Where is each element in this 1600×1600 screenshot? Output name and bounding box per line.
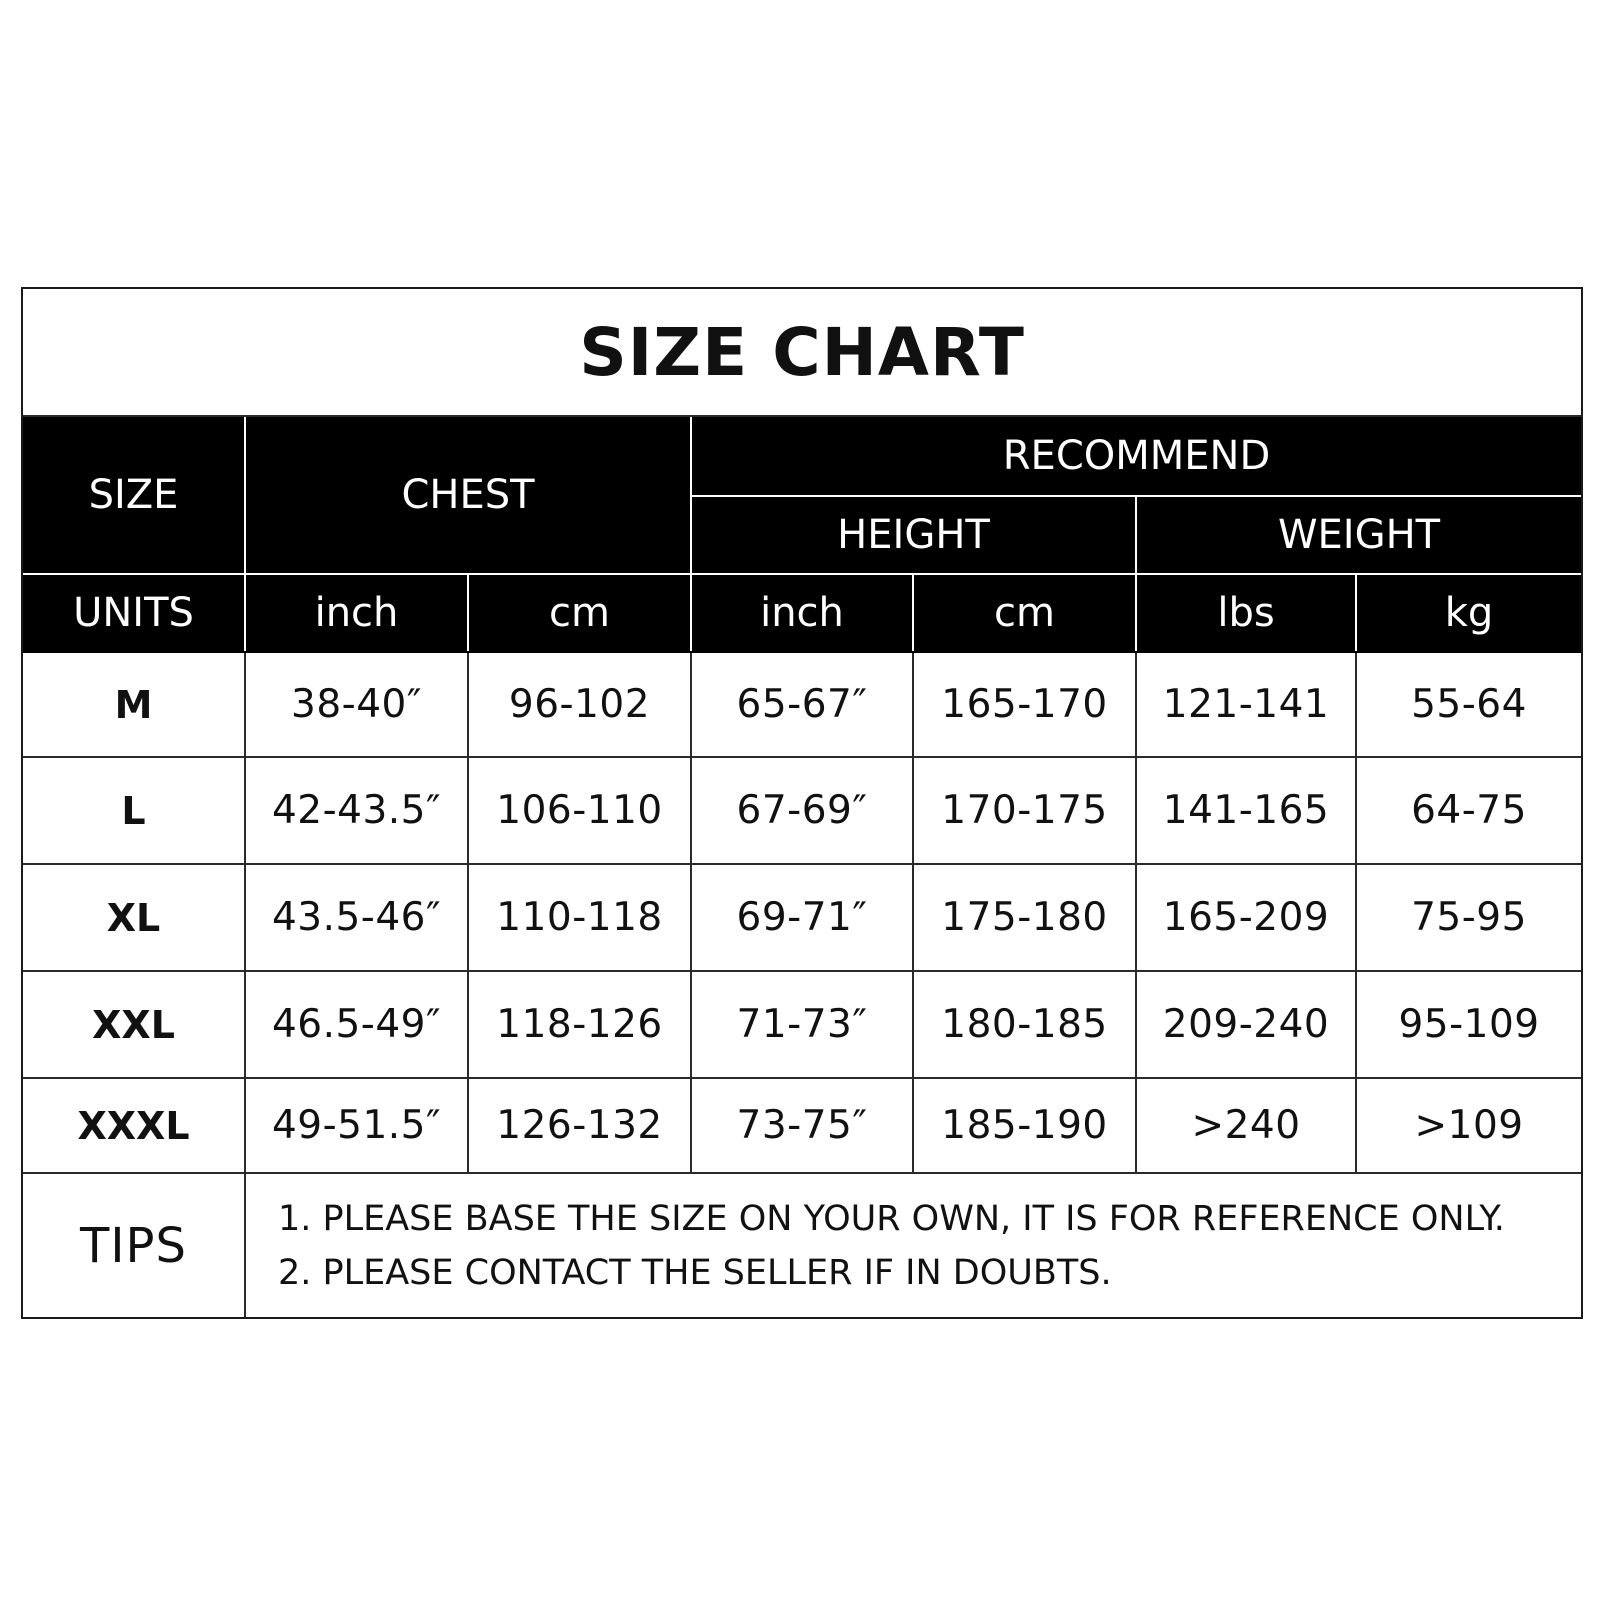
title-row: SIZE CHART (23, 289, 1582, 417)
chest-inch-cell: 42-43.5″ (244, 756, 469, 865)
unit-height-inch: inch (690, 573, 914, 653)
table-row: XL 43.5-46″ 110-118 69-71″ 175-180 165-2… (23, 863, 1582, 972)
tips-row: TIPS 1. PLEASE BASE THE SIZE ON YOUR OWN… (23, 1172, 1582, 1317)
size-cell: M (23, 651, 246, 758)
chart-title: SIZE CHART (23, 289, 1582, 417)
unit-weight-lbs: lbs (1135, 573, 1357, 653)
weight-kg-cell: 55-64 (1354, 651, 1582, 758)
chest-inch-cell: 43.5-46″ (244, 863, 469, 972)
units-label: UNITS (23, 573, 246, 653)
chest-inch-cell: 46.5-49″ (244, 970, 469, 1079)
weight-kg-cell: 75-95 (1354, 863, 1582, 972)
height-inch-cell: 69-71″ (690, 863, 914, 972)
header-row-sub: HEIGHT WEIGHT (23, 495, 1582, 575)
unit-weight-kg: kg (1354, 573, 1582, 653)
table-row: XXL 46.5-49″ 118-126 71-73″ 180-185 209-… (23, 970, 1582, 1079)
chest-inch-cell: 49-51.5″ (244, 1077, 469, 1174)
tip-line-1: 1. PLEASE BASE THE SIZE ON YOUR OWN, IT … (278, 1198, 1505, 1239)
unit-chest-inch: inch (244, 573, 469, 653)
weight-lbs-cell: 209-240 (1135, 970, 1357, 1079)
tip-line-2: 2. PLEASE CONTACT THE SELLER IF IN DOUBT… (278, 1252, 1112, 1293)
size-cell: XL (23, 863, 246, 972)
weight-lbs-cell: >240 (1135, 1077, 1357, 1174)
size-cell: XXL (23, 970, 246, 1079)
height-inch-cell: 71-73″ (690, 970, 914, 1079)
chest-inch-cell: 38-40″ (244, 651, 469, 758)
weight-lbs-cell: 121-141 (1135, 651, 1357, 758)
header-chest: CHEST (244, 415, 692, 575)
height-inch-cell: 73-75″ (690, 1077, 914, 1174)
table-row: M 38-40″ 96-102 65-67″ 165-170 121-141 5… (23, 651, 1582, 758)
weight-kg-cell: 64-75 (1354, 756, 1582, 865)
height-inch-cell: 67-69″ (690, 756, 914, 865)
weight-kg-cell: >109 (1354, 1077, 1582, 1174)
unit-height-cm: cm (912, 573, 1137, 653)
header-row-top: SIZE CHEST RECOMMEND (23, 415, 1582, 575)
size-cell: L (23, 756, 246, 865)
height-cm-cell: 170-175 (912, 756, 1137, 865)
unit-chest-cm: cm (467, 573, 692, 653)
height-cm-cell: 185-190 (912, 1077, 1137, 1174)
height-cm-cell: 175-180 (912, 863, 1137, 972)
header-recommend: RECOMMEND (689, 415, 1582, 497)
size-cell: XXXL (23, 1077, 246, 1174)
units-row: UNITS inch cm inch cm lbs kg (23, 573, 1582, 653)
height-inch-cell: 65-67″ (690, 651, 914, 758)
header-size: SIZE (23, 415, 246, 575)
chest-cm-cell: 126-132 (467, 1077, 692, 1174)
chest-cm-cell: 96-102 (467, 651, 692, 758)
chest-cm-cell: 110-118 (467, 863, 692, 972)
size-chart-table: SIZE CHART SIZE CHEST RECOMMEND HEIGHT W… (21, 287, 1583, 1319)
height-cm-cell: 180-185 (912, 970, 1137, 1079)
tips-label: TIPS (23, 1172, 246, 1317)
header-weight: WEIGHT (1134, 495, 1582, 575)
size-chart-grid: SIZE CHART SIZE CHEST RECOMMEND HEIGHT W… (23, 289, 1582, 1317)
table-row: L 42-43.5″ 106-110 67-69″ 170-175 141-16… (23, 756, 1582, 865)
weight-lbs-cell: 165-209 (1135, 863, 1357, 972)
chest-cm-cell: 118-126 (467, 970, 692, 1079)
height-cm-cell: 165-170 (912, 651, 1137, 758)
weight-lbs-cell: 141-165 (1135, 756, 1357, 865)
weight-kg-cell: 95-109 (1354, 970, 1582, 1079)
tips-content: 1. PLEASE BASE THE SIZE ON YOUR OWN, IT … (243, 1172, 1582, 1317)
chest-cm-cell: 106-110 (467, 756, 692, 865)
table-row: XXXL 49-51.5″ 126-132 73-75″ 185-190 >24… (23, 1077, 1582, 1174)
header-height: HEIGHT (691, 495, 1137, 575)
